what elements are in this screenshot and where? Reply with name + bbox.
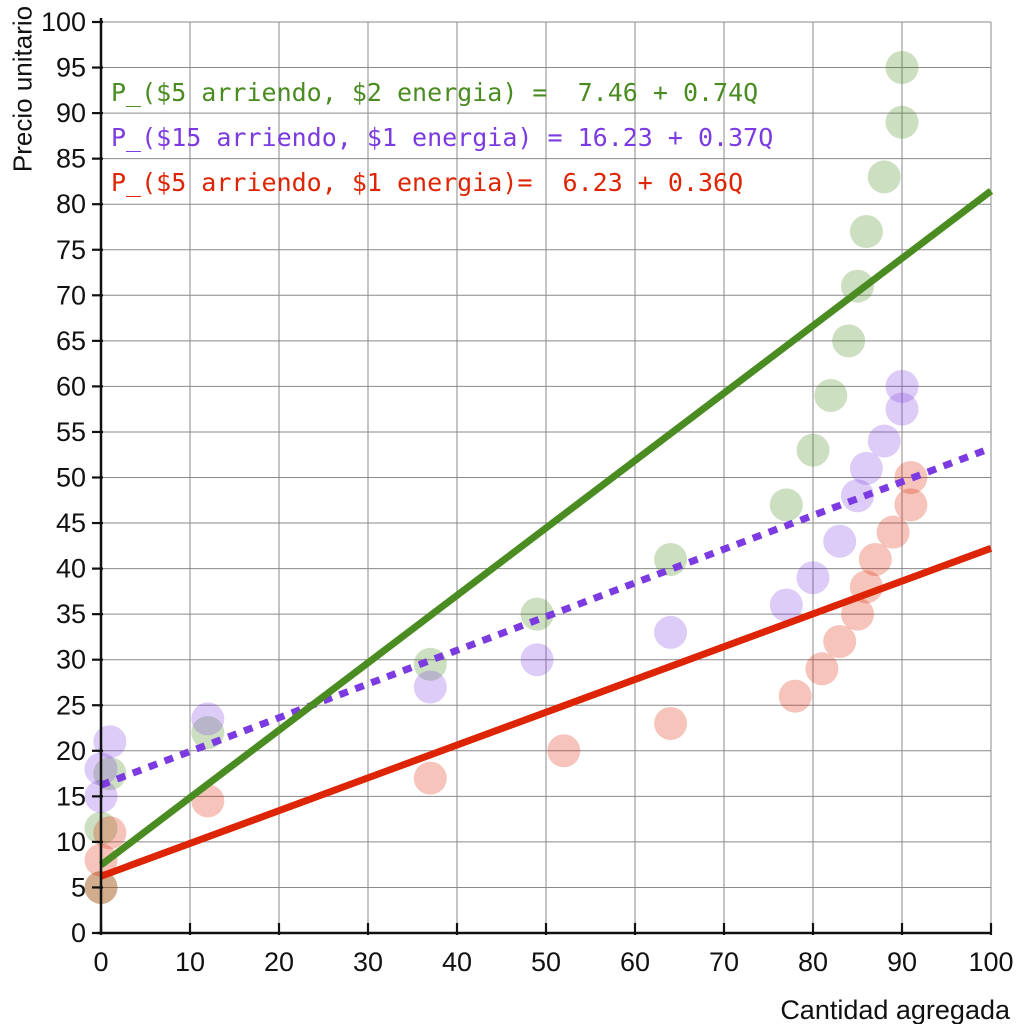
scatter-point-arriendo15-energia1: [93, 725, 127, 759]
legend-equation-green: P_($5 arriendo, $2 energia) = 7.46 + 0.7…: [111, 78, 759, 107]
y-axis-tick-label: 55: [56, 417, 86, 447]
x-axis-tick-label: 10: [175, 947, 205, 977]
fit-line-arriendo15-energia1: [99, 444, 993, 789]
scatter-point-arriendo15-energia1: [823, 524, 857, 558]
y-axis-tick-label: 20: [56, 736, 86, 766]
y-axis-tick-label: 40: [56, 554, 86, 584]
y-axis-tick-label: 75: [56, 235, 86, 265]
legend-equation-purple: P_($15 arriendo, $1 energia) = 16.23 + 0…: [111, 123, 774, 152]
scatter-point-arriendo5-energia2: [867, 160, 901, 194]
x-axis-tick-label: 20: [264, 947, 294, 977]
scatter-point-arriendo15-energia1: [849, 451, 883, 485]
scatter-point-arriendo5-energia1: [841, 597, 874, 631]
y-axis-tick-label: 45: [56, 508, 86, 538]
x-axis-tick-label: 50: [531, 947, 561, 977]
x-axis-tick-label: 70: [709, 947, 739, 977]
scatter-point-arriendo15-energia1: [413, 670, 447, 704]
fit-line-arriendo5-energia2: [98, 188, 994, 868]
y-axis-tick-label: 5: [71, 872, 86, 902]
scatter-point-arriendo5-energia1: [654, 706, 688, 740]
y-axis-tick-label: 80: [56, 189, 86, 219]
scatter-point-arriendo5-energia2: [814, 379, 848, 413]
x-axis-tick-label: 80: [798, 947, 828, 977]
y-axis-tick-label: 50: [56, 463, 86, 493]
fit-line-arriendo5-energia1: [99, 545, 993, 880]
scatter-point-arriendo5-energia1: [858, 542, 892, 576]
y-axis-tick-label: 90: [56, 98, 86, 128]
scatter-point-arriendo5-energia1: [413, 761, 447, 795]
x-axis-tick-label: 0: [93, 947, 108, 977]
x-axis-tick-label: 60: [620, 947, 650, 977]
legend-equation-red: P_($5 arriendo, $1 energia)= 6.23 + 0.36…: [111, 168, 744, 197]
y-axis-tick-label: 65: [56, 326, 86, 356]
scatter-point-arriendo5-energia1: [778, 679, 812, 713]
scatter-point-arriendo5-energia2: [885, 51, 919, 85]
legend: P_($5 arriendo, $2 energia) = 7.46 + 0.7…: [111, 78, 871, 218]
scatter-point-arriendo5-energia1: [547, 734, 581, 768]
x-axis-tick-label: 90: [887, 947, 917, 977]
scatter-point-arriendo15-energia1: [654, 615, 688, 649]
scatter-point-arriendo5-energia1: [894, 488, 928, 522]
scatter-point-arriendo15-energia1: [796, 561, 830, 595]
scatter-point-arriendo5-energia2: [832, 324, 866, 358]
scatter-point-arriendo5-energia2: [849, 215, 883, 249]
scatter-point-arriendo5-energia1: [93, 816, 127, 850]
y-axis-tick-label: 25: [56, 690, 86, 720]
scatter-point-arriendo5-energia2: [885, 105, 919, 139]
scatter-point-arriendo5-energia1: [805, 652, 839, 686]
scatter-point-arriendo15-energia1: [520, 643, 554, 677]
scatter-point-arriendo15-energia1: [867, 424, 901, 458]
y-axis-tick-label: 10: [56, 827, 86, 857]
x-axis-tick-label: 100: [968, 947, 1013, 977]
y-axis-tick-label: 60: [56, 371, 86, 401]
y-axis-tick-label: 95: [56, 53, 86, 83]
y-axis-title: Precio unitario: [7, 5, 38, 173]
x-axis-tick-label: 40: [442, 947, 472, 977]
y-axis-tick-label: 30: [56, 645, 86, 675]
x-axis-tick-label: 30: [353, 947, 383, 977]
y-axis-tick-label: 70: [56, 280, 86, 310]
scatter-point-arriendo5-energia1: [876, 515, 910, 549]
y-axis-tick-label: 0: [71, 918, 86, 948]
scatter-point-arriendo15-energia1: [885, 369, 919, 403]
scatter-point-arriendo15-energia1: [769, 588, 803, 622]
y-axis-tick-label: 100: [41, 7, 86, 37]
y-axis-tick-label: 35: [56, 599, 86, 629]
scatter-point-arriendo5-energia2: [796, 433, 830, 467]
scatter-point-arriendo15-energia1: [191, 702, 225, 736]
scatter-point-arriendo5-energia2: [769, 488, 803, 522]
scatter-point-arriendo15-energia1: [885, 392, 919, 426]
scatter-point-arriendo5-energia2: [520, 597, 554, 631]
scatter-point-arriendo5-energia1: [894, 461, 928, 494]
x-axis-title: Cantidad agregada: [780, 995, 1010, 1024]
y-axis-tick-label: 15: [56, 781, 86, 811]
scatter-point-arriendo5-energia1: [823, 624, 857, 658]
y-axis-tick-label: 85: [56, 144, 86, 174]
